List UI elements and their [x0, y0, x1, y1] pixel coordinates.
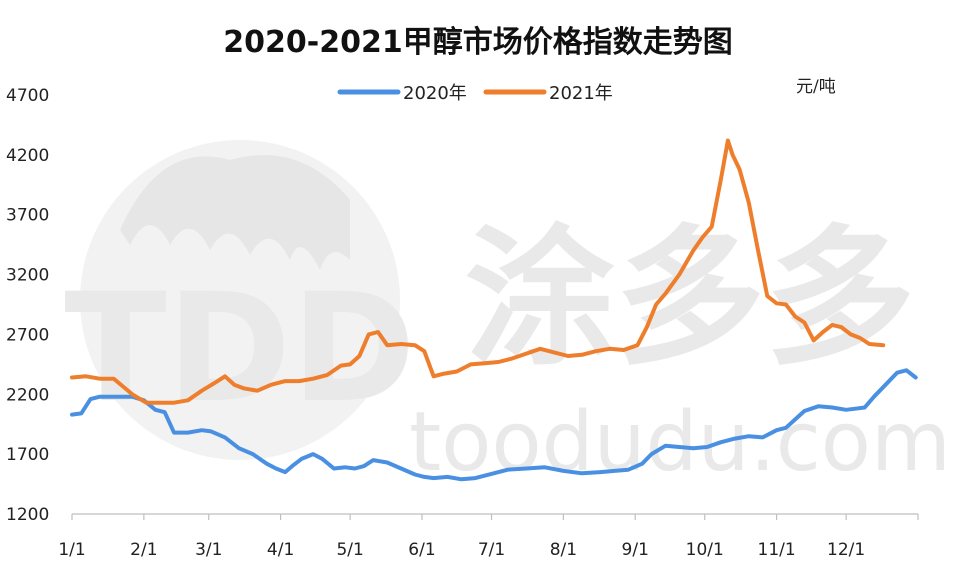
axes: 1200 1700 2200 2700 3200 3700 4200 4700 1/1 2/1 3/…: [6, 86, 919, 560]
x-tick-label: 5/1: [336, 540, 363, 560]
y-tick-label: 2200: [6, 385, 49, 405]
legend: 2020年 2021年: [337, 83, 613, 104]
y-tick-label: 3200: [6, 266, 49, 286]
x-tick-label: 11/1: [758, 540, 796, 560]
legend-label-2020: 2020年: [403, 83, 467, 104]
x-tick-label: 4/1: [267, 540, 294, 560]
x-tick-label: 9/1: [622, 540, 649, 560]
watermark-logo-drip: [120, 155, 350, 270]
x-tick-label: 8/1: [550, 540, 577, 560]
series-line-1: [70, 138, 886, 405]
x-tick-label: 1/1: [58, 540, 85, 560]
y-tick-label: 1200: [6, 505, 49, 525]
watermark-brand-text: 涂多多: [465, 212, 915, 386]
watermark: TDD 涂多多 toodudu.com: [64, 140, 951, 490]
y-tick-label: 4200: [6, 146, 49, 166]
y-tick-label: 1700: [6, 445, 49, 465]
y-tick-label: 4700: [6, 86, 49, 106]
watermark-logo-text: TDD: [64, 262, 415, 436]
x-tick-label: 2/1: [130, 540, 157, 560]
x-tick-label: 12/1: [827, 540, 865, 560]
watermark-url-text: toodudu.com: [409, 395, 951, 490]
y-tick-label: 3700: [6, 206, 49, 226]
legend-label-2021: 2021年: [549, 83, 613, 104]
series-line-0: [70, 368, 918, 482]
x-tick-label: 10/1: [686, 540, 724, 560]
series-layer: [70, 138, 918, 482]
x-tick-label: 3/1: [195, 540, 222, 560]
chart-title: 2020-2021甲醇市场价格指数走势图: [223, 25, 732, 60]
x-tick-label: 7/1: [478, 540, 505, 560]
unit-label: 元/吨: [796, 77, 836, 97]
y-tick-label: 2700: [6, 325, 49, 345]
x-tick-label: 6/1: [408, 540, 435, 560]
